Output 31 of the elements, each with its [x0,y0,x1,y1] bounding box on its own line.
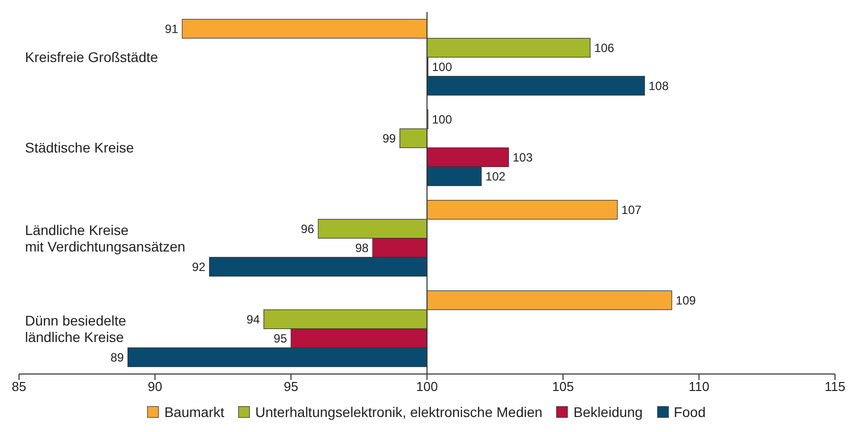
data-label: 99 [382,131,396,146]
x-tick-label: 115 [824,379,846,394]
data-label: 98 [355,240,369,255]
x-tick-label: 110 [688,379,710,394]
data-label: 94 [246,312,260,326]
data-label: 102 [485,169,506,184]
data-label: 91 [164,22,179,36]
x-tick-label: 95 [284,379,298,394]
legend-label: Bekleidung [573,404,643,420]
data-label: 92 [192,260,206,274]
data-label: 100 [432,112,452,126]
y-tick-label: Ländliche Kreise mit Verdichtungsansätzen [25,222,186,254]
data-label: 96 [300,222,315,236]
x-tick-label: 100 [416,379,438,394]
data-label: 107 [621,202,642,217]
legend-label: Baumarkt [164,404,224,420]
x-tick-label: 105 [552,379,574,394]
y-tick-label: Kreisfreie Großstädte [25,49,158,66]
data-label: 89 [110,350,124,364]
data-label: 100 [432,60,452,74]
legend-label: Unterhaltungselektronik, elektronische Medien [255,404,542,420]
data-label: 106 [594,40,615,55]
x-tick-label: 85 [12,379,26,394]
x-tick-label: 90 [148,379,162,394]
y-tick-label: Dünn besiedelte ländliche Kreise [25,312,126,345]
y-tick-label: Städtische Kreise [25,140,134,156]
data-label: 95 [274,331,288,346]
data-label: 103 [512,150,533,164]
data-label: 109 [676,293,696,308]
data-label: 108 [648,78,669,93]
legend-label: Food [674,404,706,420]
